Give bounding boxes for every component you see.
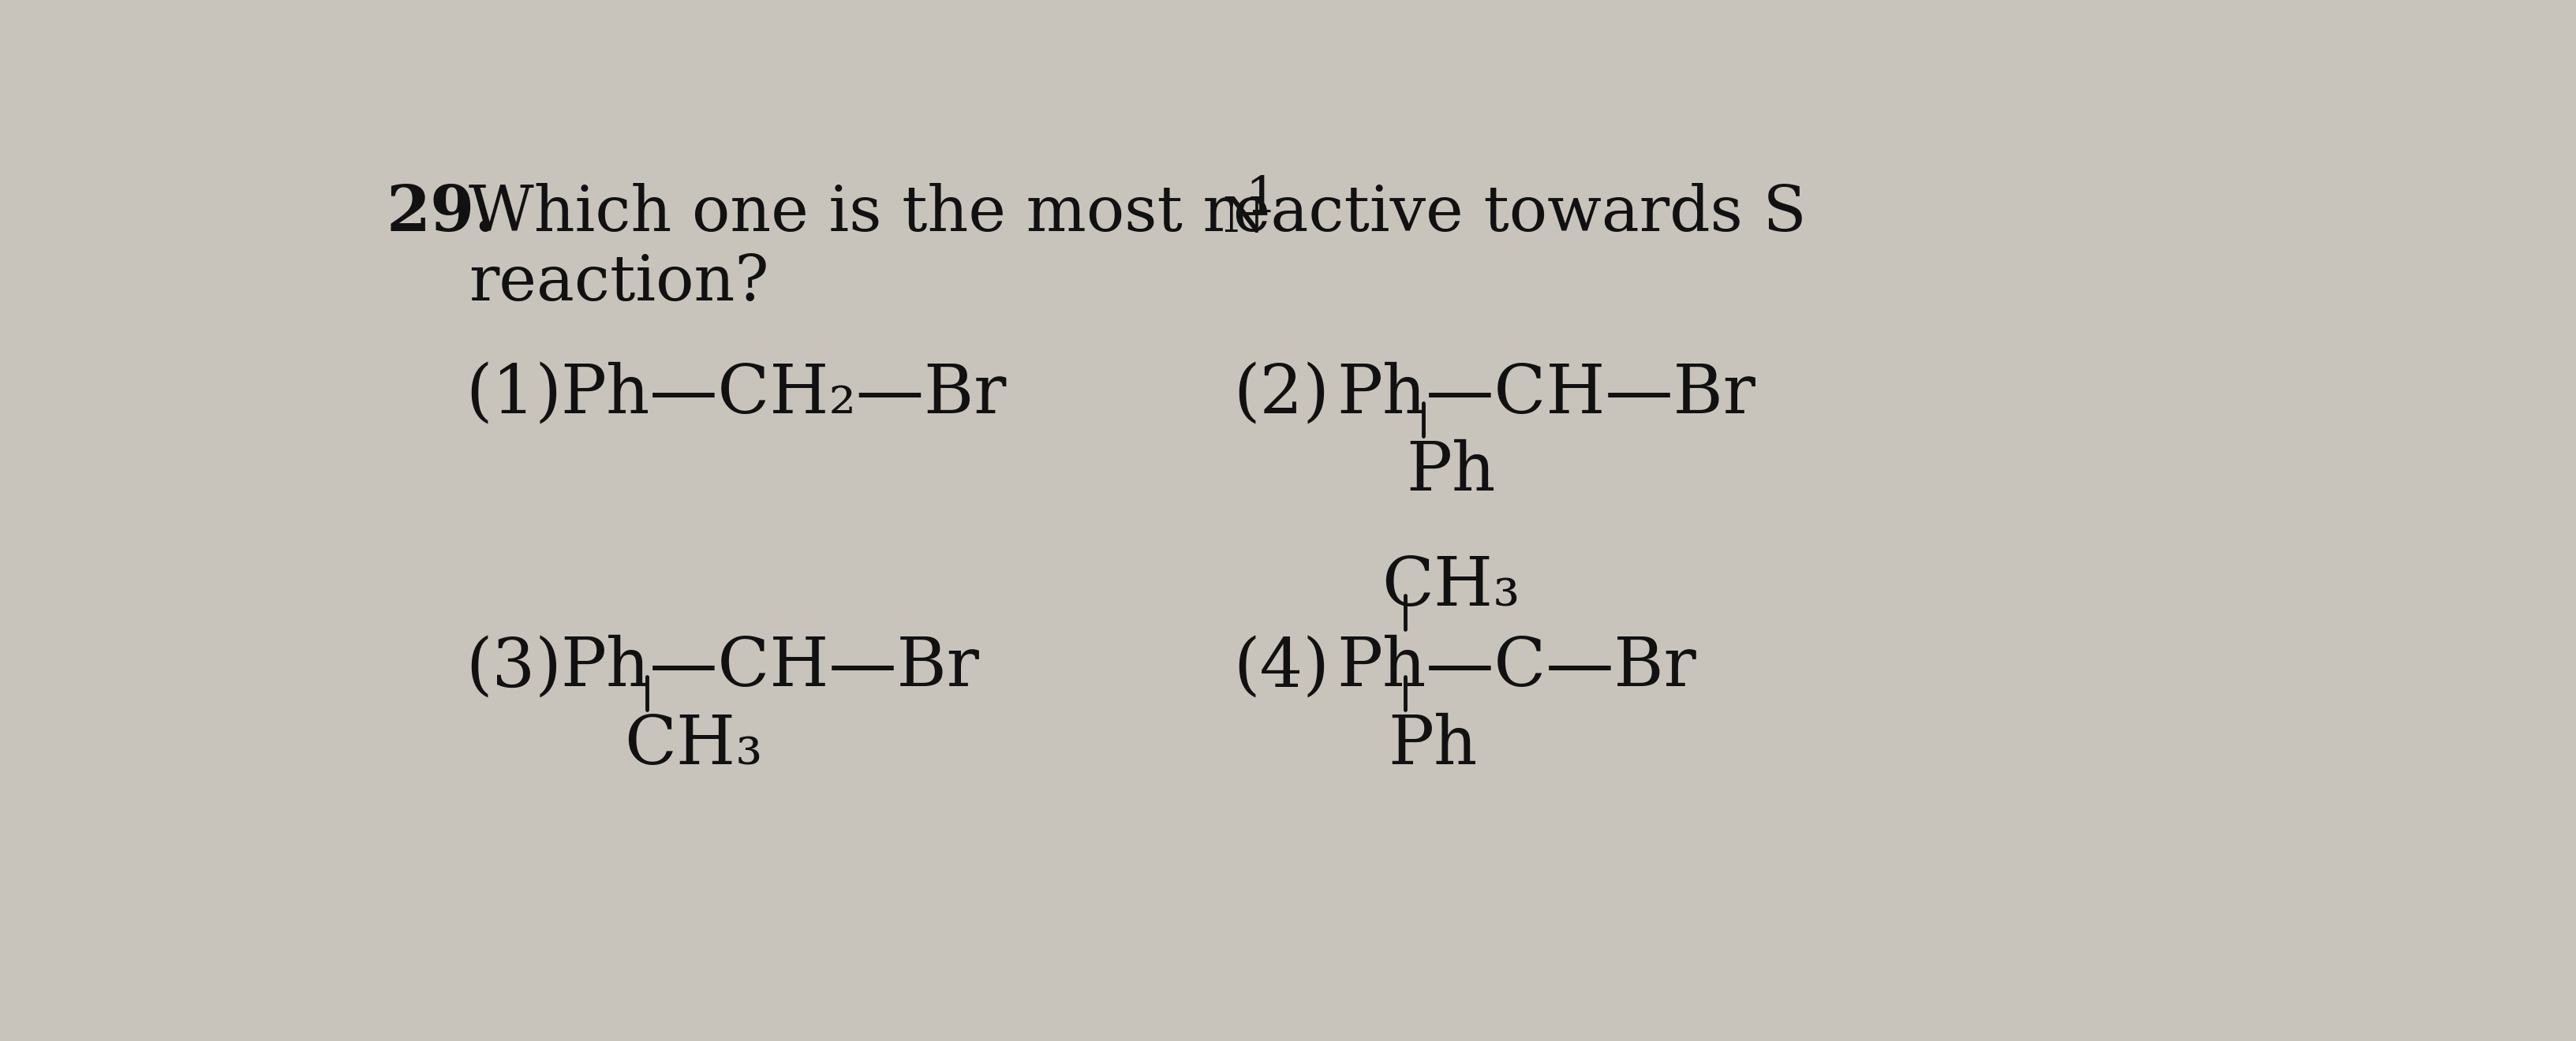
Text: CH₃: CH₃ <box>623 713 762 779</box>
Text: N: N <box>1224 195 1265 243</box>
Text: Ph—CH₂—Br: Ph—CH₂—Br <box>562 362 1007 428</box>
Text: CH₃: CH₃ <box>1381 554 1520 619</box>
Text: reaction?: reaction? <box>469 253 770 314</box>
Text: 1: 1 <box>1244 175 1278 224</box>
Text: 29.: 29. <box>386 182 497 245</box>
Text: Ph—CH—Br: Ph—CH—Br <box>1337 362 1757 428</box>
Text: (2): (2) <box>1234 362 1329 428</box>
Text: Which one is the most reactive towards S: Which one is the most reactive towards S <box>469 182 1806 245</box>
Text: (3): (3) <box>466 635 562 701</box>
Text: Ph—CH—Br: Ph—CH—Br <box>562 635 979 701</box>
Text: (4): (4) <box>1234 635 1329 701</box>
Text: Ph: Ph <box>1388 713 1476 779</box>
Text: Ph: Ph <box>1406 439 1497 505</box>
Text: Ph—C—Br: Ph—C—Br <box>1337 635 1698 701</box>
Text: (1): (1) <box>466 362 562 428</box>
